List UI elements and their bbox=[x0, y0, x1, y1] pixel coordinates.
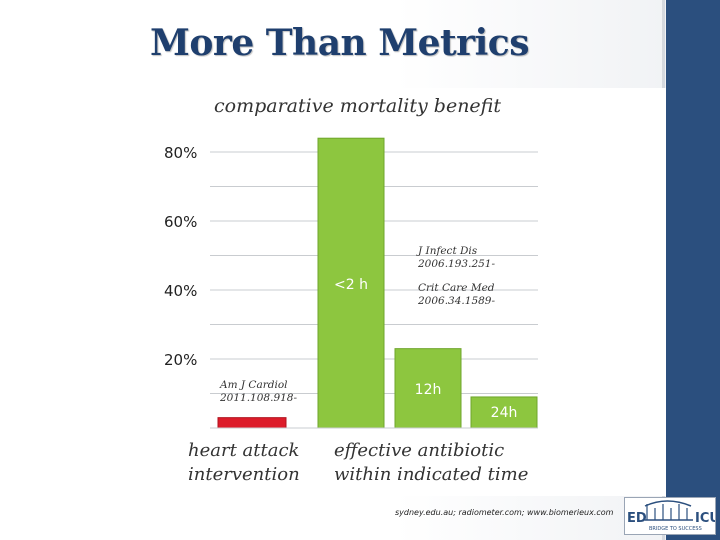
slide-title: More Than Metrics bbox=[150, 22, 529, 64]
y-tick-label: 20% bbox=[164, 351, 197, 369]
source-credits: sydney.edu.au; radiometer.com; www.biome… bbox=[395, 508, 614, 517]
bar-value-label: 24h bbox=[491, 405, 518, 421]
y-tick-label: 40% bbox=[164, 282, 197, 300]
bar bbox=[217, 417, 287, 429]
citation-annotation: 2011.108.918- bbox=[219, 392, 297, 404]
chart-panel: comparative mortality benefit 20% 40% 60% 8… bbox=[150, 88, 666, 496]
citation-annotation: 2006.193.251- bbox=[417, 258, 495, 270]
group-label: heart attack bbox=[188, 440, 299, 461]
svg-text:ED: ED bbox=[627, 511, 647, 526]
svg-text:ICU: ICU bbox=[695, 511, 715, 526]
ed-icu-logo: ED ICU BRIDGE TO SUCCESS bbox=[624, 497, 720, 535]
y-tick-label: 80% bbox=[164, 144, 197, 162]
citation-annotation: Am J Cardiol bbox=[219, 379, 288, 391]
y-tick-label: 60% bbox=[164, 213, 197, 231]
citation-annotation: 2006.34.1589- bbox=[417, 295, 495, 307]
citation-annotation: J Infect Dis bbox=[416, 245, 478, 257]
accent-bar bbox=[666, 0, 720, 540]
bar-value-label: 12h bbox=[415, 382, 442, 398]
citation-annotation: Crit Care Med bbox=[418, 282, 495, 294]
group-label: effective antibiotic bbox=[334, 440, 504, 461]
group-label: within indicated time bbox=[334, 464, 528, 485]
svg-text:BRIDGE TO SUCCESS: BRIDGE TO SUCCESS bbox=[649, 526, 702, 532]
mortality-bar-chart: comparative mortality benefit 20% 40% 60% 8… bbox=[164, 95, 538, 485]
group-label: intervention bbox=[188, 464, 300, 485]
bar-value-label: <2 h bbox=[334, 277, 368, 293]
chart-title: comparative mortality benefit bbox=[214, 95, 501, 117]
bar bbox=[394, 348, 462, 429]
bar bbox=[317, 137, 385, 429]
bar bbox=[470, 396, 538, 429]
